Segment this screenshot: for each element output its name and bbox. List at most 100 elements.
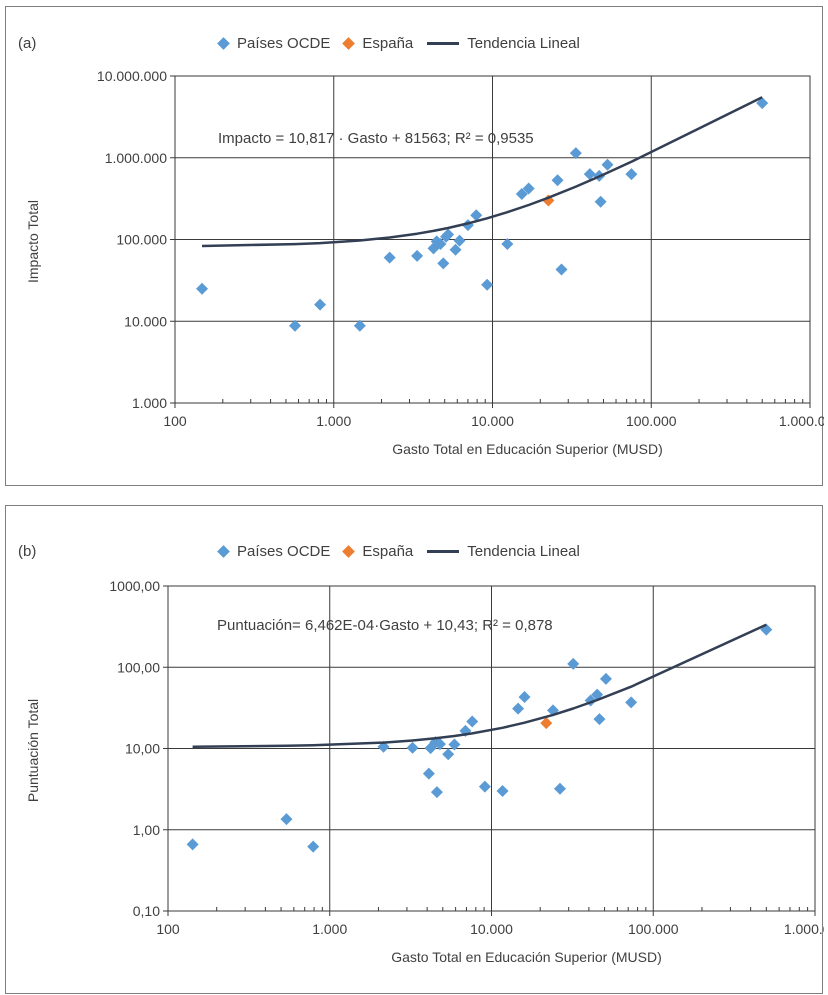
oecd-point: [422, 767, 435, 780]
y-tick-label: 1,00: [133, 822, 160, 838]
legend-label-spain: España: [362, 543, 414, 560]
chart-a-plot: 100 1.000 10.000 100.000 1.000.000 1.000 10.00…: [25, 68, 824, 457]
oecd-point: [406, 741, 419, 754]
x-axis-title: Gasto Total en Educación Superior (MUSD): [392, 441, 663, 457]
legend-item-spain: España: [342, 543, 414, 560]
oecd-point: [433, 738, 446, 751]
oecd-point: [584, 694, 597, 707]
oecd-point: [601, 158, 614, 171]
oecd-point: [515, 188, 528, 201]
y-axis-title: Puntuación Total: [25, 699, 41, 802]
oecd-point: [599, 672, 612, 685]
diamond-marker-icon: [217, 37, 230, 50]
diamond-marker-icon: [217, 545, 230, 558]
oecd-point: [518, 691, 531, 704]
x-tick-label: 10.000: [471, 413, 514, 429]
oecd-point: [448, 738, 461, 751]
oecd-point: [756, 97, 769, 110]
panel-label-b: (b): [18, 543, 37, 560]
oecd-point: [466, 715, 479, 728]
legend-item-oecd: Países OCDE: [217, 543, 331, 560]
y-tick-label: 100.000: [116, 232, 167, 248]
y-axis-title: Impacto Total: [25, 200, 41, 283]
x-tick-label: 1.000.000: [779, 413, 824, 429]
oecd-point: [555, 263, 568, 276]
y-tick-label: 1.000.000: [105, 150, 167, 166]
oecd-point: [196, 282, 209, 295]
legend-label-oecd: Países OCDE: [237, 35, 331, 52]
x-tick-label: 100.000: [626, 413, 677, 429]
y-tick-label: 0,10: [133, 903, 160, 919]
y-tick-label: 10,00: [125, 741, 160, 757]
y-tick-label: 10.000.000: [97, 68, 167, 84]
x-tick-label: 100.000: [628, 921, 679, 937]
oecd-point: [583, 168, 596, 181]
x-axis-title: Gasto Total en Educación Superior (MUSD): [391, 949, 662, 965]
oecd-point: [512, 702, 525, 715]
oecd-point: [625, 168, 638, 181]
oecd-point: [569, 147, 582, 160]
y-tick-label: 1.000: [132, 395, 167, 411]
oecd-point: [437, 257, 450, 270]
legend-label-spain: España: [362, 35, 414, 52]
oecd-point: [478, 780, 491, 793]
y-tick-label: 1000,00: [109, 578, 160, 594]
oecd-point: [353, 319, 366, 332]
legend-item-trend: Tendencia Lineal: [427, 35, 580, 52]
oecd-point: [442, 228, 455, 241]
oecd-point: [593, 713, 606, 726]
oecd-point: [551, 174, 564, 187]
oecd-point: [496, 784, 509, 797]
oecd-point: [594, 195, 607, 208]
oecd-point: [453, 234, 466, 247]
spain-point: [540, 717, 553, 730]
chart-panel-b: 100 1.000 10.000 100.000 1.000.000 0,10 1,00 10…: [5, 505, 824, 994]
oecd-point: [186, 838, 199, 851]
oecd-point: [481, 278, 494, 291]
oecd-point: [383, 251, 396, 264]
legend-item-spain: España: [342, 35, 414, 52]
oecd-point: [288, 319, 301, 332]
legend-b: Países OCDE España Tendencia Lineal: [217, 543, 594, 560]
oecd-point: [553, 782, 566, 795]
chart-b-plot: 100 1.000 10.000 100.000 1.000.000 0,10 1,00 10…: [25, 578, 824, 965]
oecd-point: [449, 243, 462, 256]
x-tick-label: 100: [163, 413, 187, 429]
x-tick-label: 1.000: [316, 413, 351, 429]
panel-label-a: (a): [18, 35, 37, 52]
y-tick-label: 10.000: [124, 313, 167, 329]
oecd-point: [591, 688, 604, 701]
x-tick-label: 10.000: [470, 921, 513, 937]
oecd-point: [307, 840, 320, 853]
legend-item-oecd: Países OCDE: [217, 35, 331, 52]
oecd-point: [470, 209, 483, 222]
x-tick-label: 1.000: [312, 921, 347, 937]
y-tick-label: 100,00: [117, 659, 160, 675]
oecd-point: [411, 249, 424, 262]
oecd-point: [434, 238, 447, 251]
diamond-marker-icon: [342, 37, 356, 50]
trend-line: [201, 96, 763, 248]
trend-line: [192, 623, 767, 748]
trend-equation-b: Puntuación= 6,462E-04·Gasto + 10,43; R² …: [217, 617, 553, 634]
chart-panel-a: 100 1.000 10.000 100.000 1.000.000 1.000 10.00…: [5, 6, 824, 486]
oecd-point: [280, 813, 293, 826]
oecd-point: [442, 748, 455, 761]
legend-label-trend: Tendencia Lineal: [467, 35, 580, 52]
x-tick-label: 100: [156, 921, 180, 937]
diamond-marker-icon: [342, 545, 356, 558]
oecd-point: [430, 786, 443, 799]
oecd-point: [314, 298, 327, 311]
oecd-point: [522, 182, 535, 195]
line-key-icon: [427, 42, 460, 45]
legend-label-trend: Tendencia Lineal: [467, 543, 580, 560]
oecd-point: [501, 238, 514, 251]
line-key-icon: [427, 550, 460, 553]
legend-item-trend: Tendencia Lineal: [427, 543, 580, 560]
trend-equation-a: Impacto = 10,817 · Gasto + 81563; R² = 0…: [218, 130, 534, 147]
legend-label-oecd: Países OCDE: [237, 543, 331, 560]
x-tick-label: 1.000.000: [784, 921, 824, 937]
oecd-point: [625, 696, 638, 709]
legend-a: Países OCDE España Tendencia Lineal: [217, 35, 594, 52]
oecd-point: [567, 657, 580, 670]
